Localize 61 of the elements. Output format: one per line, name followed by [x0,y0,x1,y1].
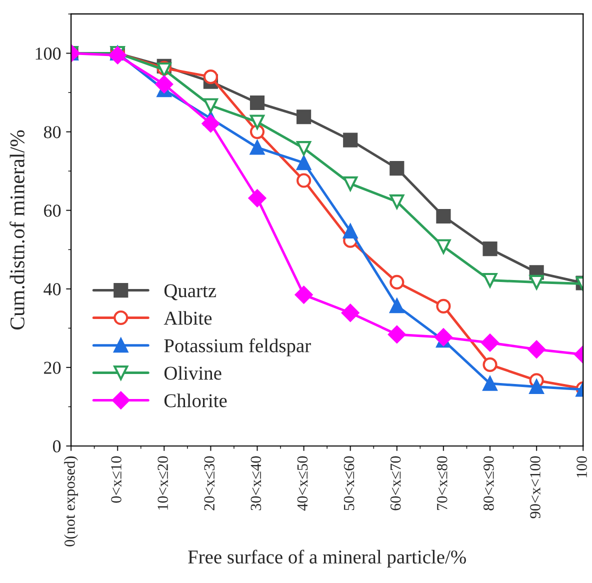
y-axis-title: Cum.distn.of mineral/% [10,130,25,330]
point [248,189,266,208]
point [434,328,452,346]
point [203,70,218,84]
point [482,272,498,288]
y-tick-label: 60 [44,204,61,217]
x-tick-label: 60<x≤70 [390,456,401,510]
point [390,274,404,290]
point [436,239,451,254]
point [482,376,498,391]
point [250,124,265,140]
point [296,156,312,170]
x-tick-label: 30<x≤40 [250,456,262,510]
point [296,173,312,188]
x-tick-label: 10<x≤20 [158,456,168,510]
point [108,46,126,64]
point [436,208,451,224]
point [202,114,220,132]
point [250,114,265,130]
point [250,140,265,155]
point [155,75,174,94]
x-tick-label: 70<x≤80 [436,456,448,510]
x-tick-label: 80<x≤90 [484,456,494,510]
point [481,334,499,352]
point [390,194,404,210]
point [529,274,544,290]
point [296,141,312,156]
x-axis-title: Free surface of a mineral particle/% [188,550,466,568]
legend-label: Albite [164,311,212,325]
point [529,379,544,394]
point [436,298,451,314]
point [482,357,498,372]
point [250,95,265,110]
y-tick-label: 20 [44,362,61,374]
legend-label: Quartz [164,284,216,300]
point [203,98,218,113]
x-tick-label: 50<x≤60 [344,456,354,510]
x-tick-label: 0(not exposed) [64,456,78,546]
y-tick-label: 0 [52,440,61,452]
point [296,110,312,124]
x-tick-label: 0<x≤10 [111,456,122,503]
y-tick-label: 100 [36,48,61,60]
legend-label: Potassium feldspar [164,338,311,356]
point [343,132,358,148]
point [528,340,546,358]
point [390,298,404,314]
point [294,286,313,304]
x-tick-label: 20<x≤30 [204,456,215,510]
point [390,161,404,176]
point [341,304,360,322]
point [482,242,498,256]
point [388,326,406,344]
x-tick-label: 40<x≤50 [297,456,308,511]
point [343,176,358,191]
point [343,224,358,238]
x-tick-label: 100 [576,456,587,478]
legend-label: Chlorite [164,394,227,408]
legend-label: Olivine [164,366,222,380]
y-tick-label: 40 [44,283,61,296]
x-tick-label: 90<x<100 [530,456,540,518]
y-tick-label: 80 [44,126,61,138]
